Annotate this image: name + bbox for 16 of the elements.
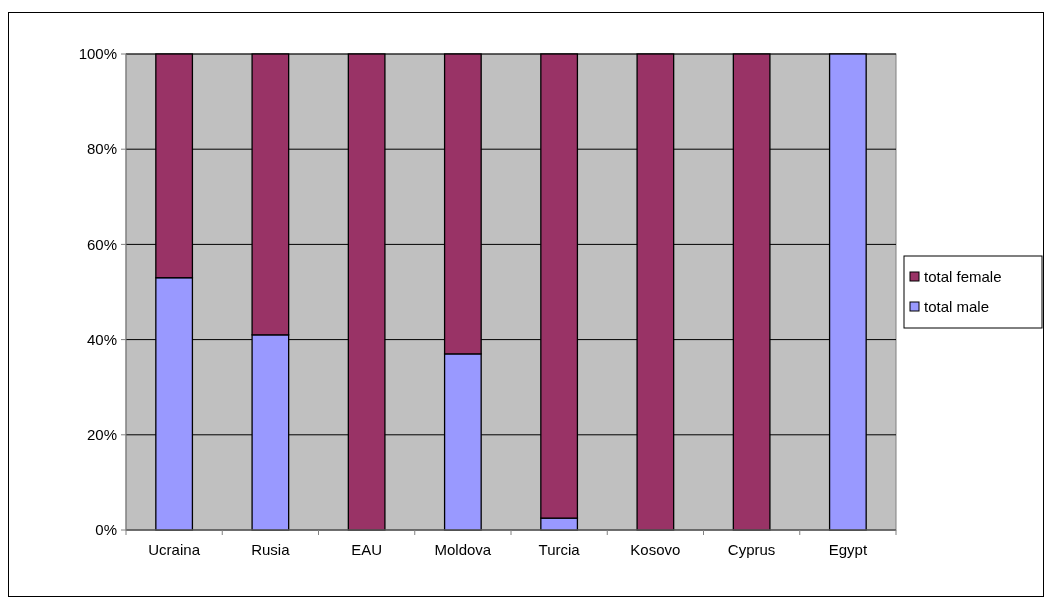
x-tick-label: Rusia xyxy=(251,541,291,558)
x-tick-label: Moldova xyxy=(434,541,492,558)
x-tick-label: Cyprus xyxy=(727,541,776,558)
legend-label: total male xyxy=(924,298,990,316)
y-tick-label: 100% xyxy=(78,45,117,63)
y-tick-label: 0% xyxy=(95,521,117,539)
y-tick-label: 60% xyxy=(86,235,117,253)
y-tick-label: 20% xyxy=(86,426,117,444)
y-tick-label: 40% xyxy=(86,330,117,348)
x-tick-label: Egypt xyxy=(828,541,868,558)
y-tick-label: 80% xyxy=(86,140,117,158)
legend-label: total female xyxy=(924,268,1002,286)
x-tick-label: Turcia xyxy=(538,541,581,558)
x-tick-label: EAU xyxy=(351,541,383,558)
x-tick-label: Kosovo xyxy=(630,541,681,558)
x-tick-label: Ucraina xyxy=(148,541,201,558)
